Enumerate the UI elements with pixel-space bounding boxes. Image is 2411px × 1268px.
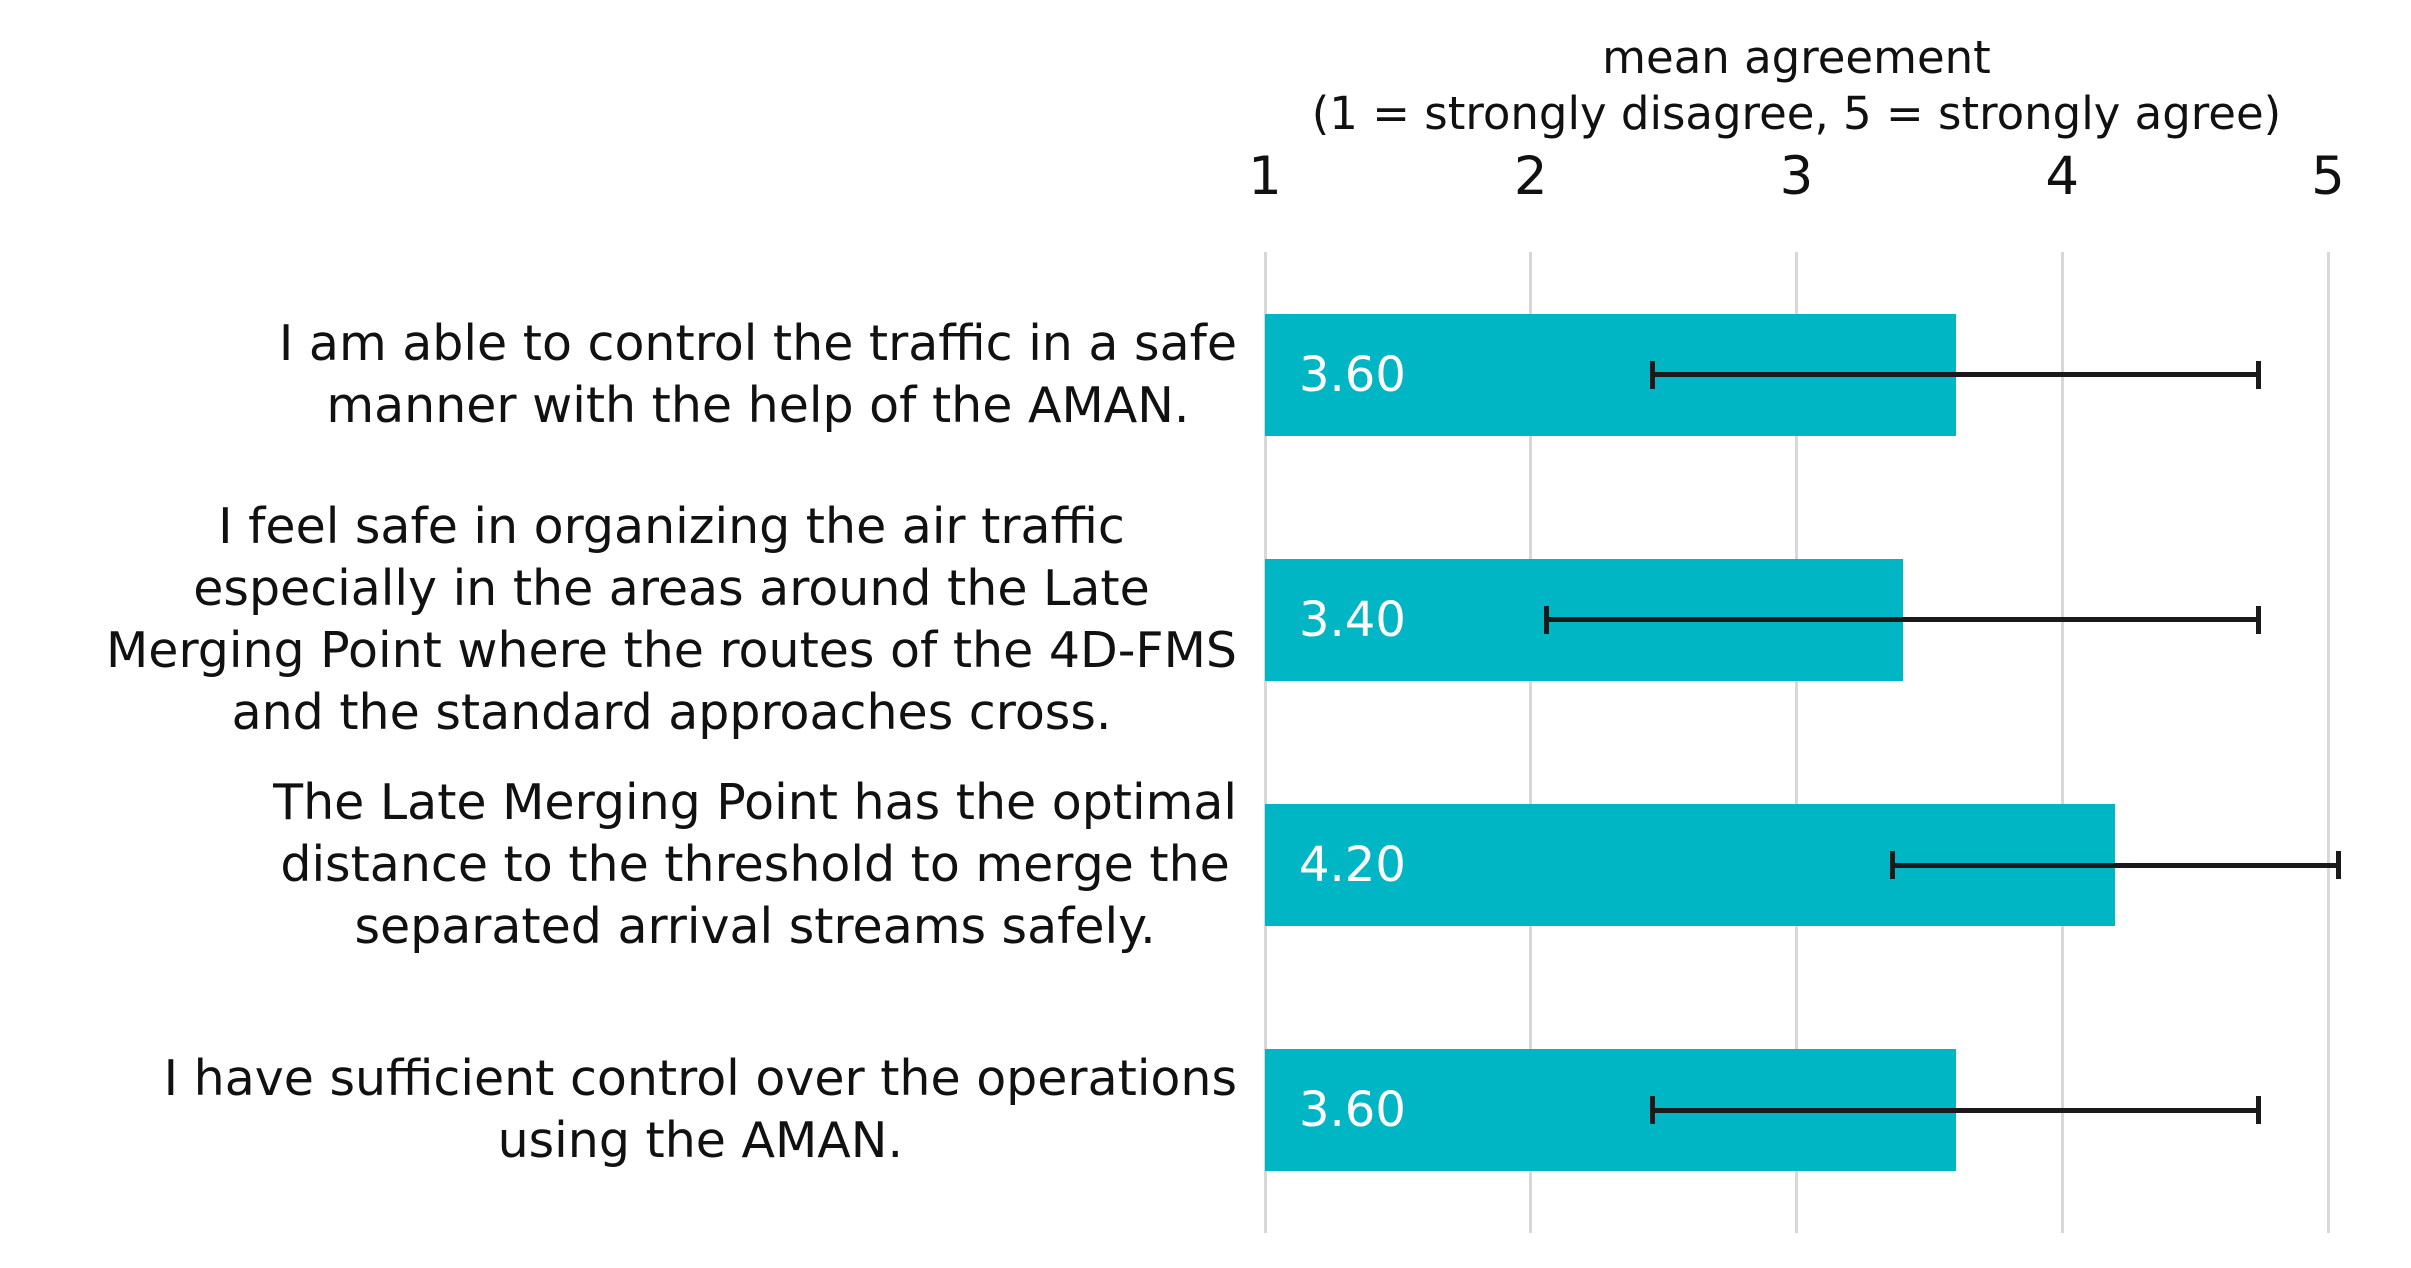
category-label: The Late Merging Point has the optimal d…	[273, 774, 1237, 956]
x-tick-label: 2	[1513, 146, 1548, 207]
bar-value-label: 3.40	[1299, 591, 1406, 648]
category-label: I am able to control the traffic in a sa…	[278, 314, 1237, 434]
chart-subtitle: (1 = strongly disagree, 5 = strongly agr…	[1311, 87, 2282, 140]
bar: 4.20	[1265, 804, 2116, 927]
error-bar-cap-high	[2256, 605, 2262, 634]
error-bar-cap-low	[1544, 605, 1550, 634]
x-tick-label: 5	[2311, 146, 2345, 207]
error-bar	[1652, 1107, 2259, 1113]
chart-title: mean agreement	[1602, 31, 1991, 84]
x-tick-label: 3	[1779, 146, 1814, 207]
chart-title-block: mean agreement (1 = strongly disagree, 5…	[1265, 30, 2328, 142]
category-label: I feel safe in organizing the air traffi…	[106, 497, 1237, 741]
error-bar-cap-low	[1650, 1096, 1656, 1125]
x-tick-label: 4	[2045, 146, 2080, 207]
category-label: I have sufficient control over the opera…	[163, 1050, 1237, 1170]
error-bar	[1546, 617, 2259, 623]
x-tick-label: 1	[1248, 146, 1282, 207]
error-bar-cap-high	[2336, 851, 2342, 880]
error-bar	[1652, 372, 2259, 378]
gridline	[2060, 252, 2064, 1233]
bar-value-label: 4.20	[1299, 837, 1406, 894]
bar-value-label: 3.60	[1299, 1082, 1406, 1139]
gridline	[1795, 252, 1798, 1233]
gridline	[1263, 252, 1267, 1233]
error-bar-cap-high	[2256, 360, 2262, 389]
error-bar-cap-low	[1650, 360, 1656, 389]
gridline	[2326, 252, 2330, 1233]
bar-value-label: 3.60	[1299, 346, 1406, 403]
error-bar	[1892, 862, 2339, 868]
error-bar-cap-high	[2256, 1096, 2262, 1125]
error-bar-cap-low	[1889, 851, 1895, 880]
gridline	[1529, 252, 1533, 1233]
